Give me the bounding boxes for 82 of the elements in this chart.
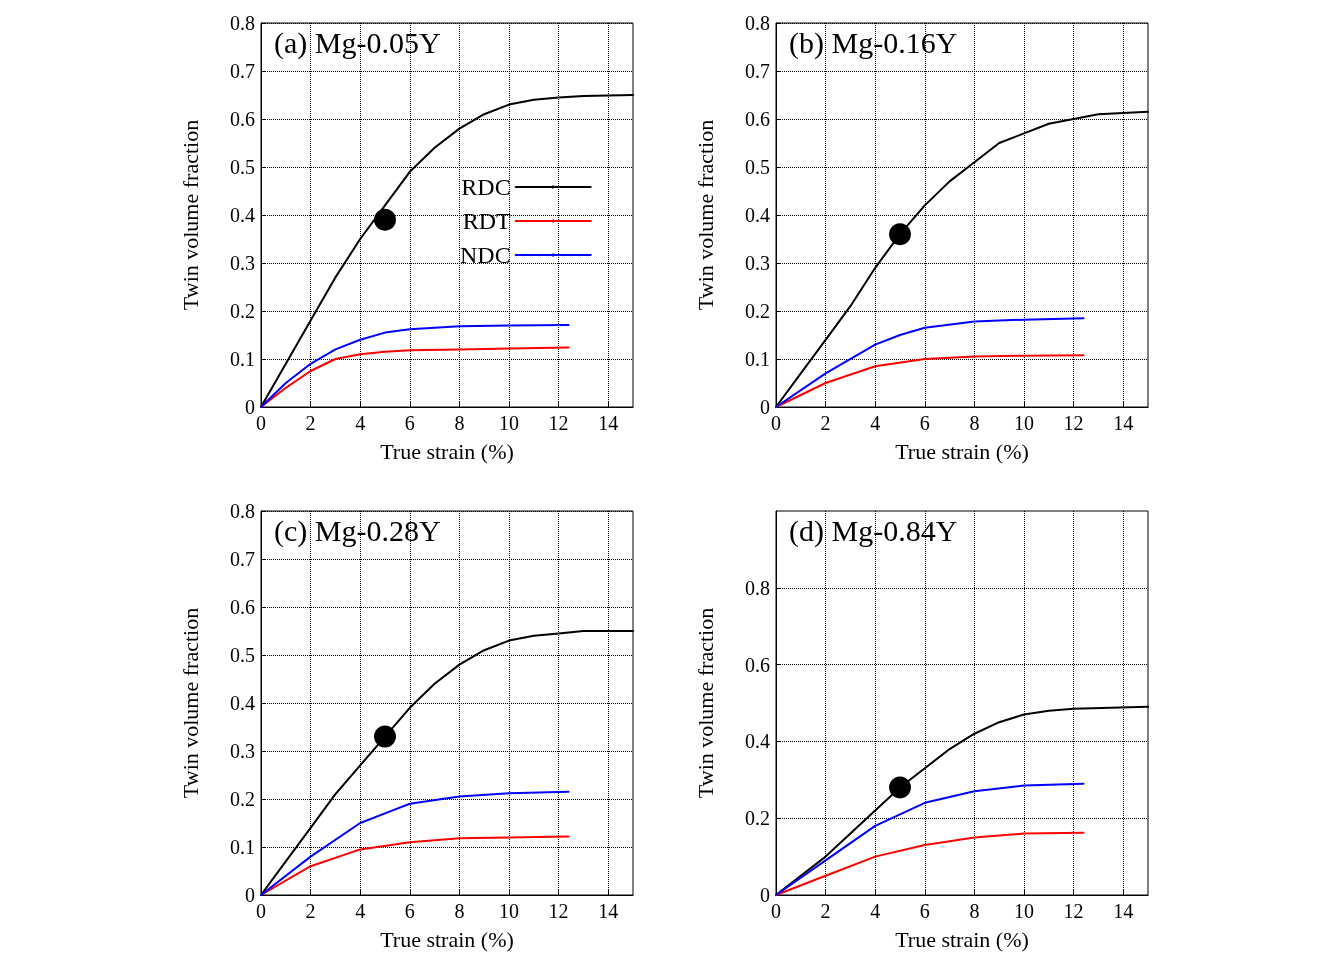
- y-tick-label: 0.7: [230, 60, 255, 82]
- y-tick-label: 0.4: [745, 730, 770, 753]
- line-series: [775, 831, 1085, 896]
- y-tick-label: 0.6: [745, 653, 770, 676]
- x-tick-label: 8: [454, 412, 465, 434]
- legend-label: RDT: [462, 208, 512, 234]
- chart-title: (d) Mg-0.84Y: [789, 513, 958, 548]
- y-axis-title: Twin volume fraction: [692, 119, 718, 311]
- y-tick-label: 0.8: [230, 500, 255, 522]
- line-series: [775, 317, 1085, 408]
- legend-label: RDC: [461, 174, 511, 200]
- x-tick-label: 10: [1014, 412, 1034, 434]
- y-tick-label: 0: [245, 884, 255, 906]
- x-tick-label: 12: [1063, 900, 1084, 922]
- y-tick-label: 0.6: [230, 596, 255, 618]
- y-tick-label: 0.5: [745, 156, 770, 178]
- y-tick-label: 0: [245, 396, 255, 418]
- y-tick-label: 0.1: [230, 836, 255, 858]
- line-series: [775, 354, 1085, 408]
- x-tick-label: 8: [969, 412, 980, 434]
- x-tick-label: 4: [870, 900, 881, 922]
- x-tick-label: 6: [919, 412, 930, 434]
- y-tick-label: 0.2: [745, 807, 770, 830]
- x-tick-label: 14: [598, 412, 619, 434]
- y-axis-title: Twin volume fraction: [177, 119, 203, 311]
- y-tick-label: 0: [760, 884, 770, 906]
- chart-title: (b) Mg-0.16Y: [789, 25, 958, 60]
- y-tick-label: 0.7: [230, 548, 255, 570]
- y-tick-label: 0.5: [230, 644, 255, 666]
- y-tick-label: 0.1: [230, 348, 255, 370]
- y-tick-label: 0.3: [230, 740, 255, 762]
- y-tick-label: 0.6: [745, 108, 770, 130]
- y-tick-label: 0.5: [230, 156, 255, 178]
- x-tick-label: 2: [305, 900, 316, 922]
- x-tick-label: 4: [870, 412, 881, 434]
- line-series: [260, 835, 570, 896]
- x-tick-label: 2: [305, 412, 316, 434]
- x-axis-title: True strain (%): [895, 438, 1029, 464]
- y-axis-title: Twin volume fraction: [177, 607, 203, 799]
- x-tick-label: 12: [1063, 412, 1084, 434]
- x-tick-label: 8: [454, 900, 465, 922]
- x-tick-label: 12: [548, 900, 569, 922]
- x-axis-title: True strain (%): [380, 926, 514, 952]
- line-series: [260, 323, 570, 408]
- x-tick-label: 12: [548, 412, 569, 434]
- y-tick-label: 0.8: [745, 576, 770, 599]
- x-tick-label: 6: [404, 412, 415, 434]
- line-series: [260, 790, 570, 896]
- y-tick-label: 0: [760, 396, 770, 418]
- y-axis-title: Twin volume fraction: [692, 607, 718, 799]
- x-tick-label: 10: [1014, 900, 1034, 922]
- y-tick-label: 0.2: [230, 788, 255, 810]
- chart-title: (a) Mg-0.05Y: [274, 25, 441, 60]
- y-tick-label: 0.8: [745, 12, 770, 34]
- y-tick-label: 0.4: [745, 204, 770, 226]
- y-tick-label: 0.6: [230, 108, 255, 130]
- chart-title: (c) Mg-0.28Y: [274, 513, 441, 548]
- x-tick-label: 10: [499, 412, 519, 434]
- x-tick-label: 2: [820, 412, 831, 434]
- x-tick-label: 6: [919, 900, 930, 922]
- x-tick-label: 14: [1113, 900, 1134, 922]
- y-tick-label: 0.3: [230, 252, 255, 274]
- x-tick-label: 8: [969, 900, 980, 922]
- y-tick-label: 0.4: [230, 692, 255, 714]
- x-axis-title: True strain (%): [380, 438, 514, 464]
- x-tick-label: 14: [1113, 412, 1134, 434]
- x-tick-label: 10: [499, 900, 519, 922]
- y-tick-label: 0.8: [230, 12, 255, 34]
- x-axis-title: True strain (%): [895, 926, 1029, 952]
- x-tick-label: 2: [820, 900, 831, 922]
- y-tick-label: 0.7: [745, 60, 770, 82]
- x-tick-label: 4: [355, 412, 366, 434]
- y-tick-label: 0.2: [230, 300, 255, 322]
- y-tick-label: 0.2: [745, 300, 770, 322]
- y-tick-label: 0.4: [230, 204, 255, 226]
- line-series: [775, 782, 1085, 896]
- legend-label: NDC: [460, 242, 511, 268]
- x-tick-label: 6: [404, 900, 415, 922]
- x-tick-label: 14: [598, 900, 619, 922]
- x-tick-label: 4: [355, 900, 366, 922]
- y-tick-label: 0.3: [745, 252, 770, 274]
- y-tick-label: 0.1: [745, 348, 770, 370]
